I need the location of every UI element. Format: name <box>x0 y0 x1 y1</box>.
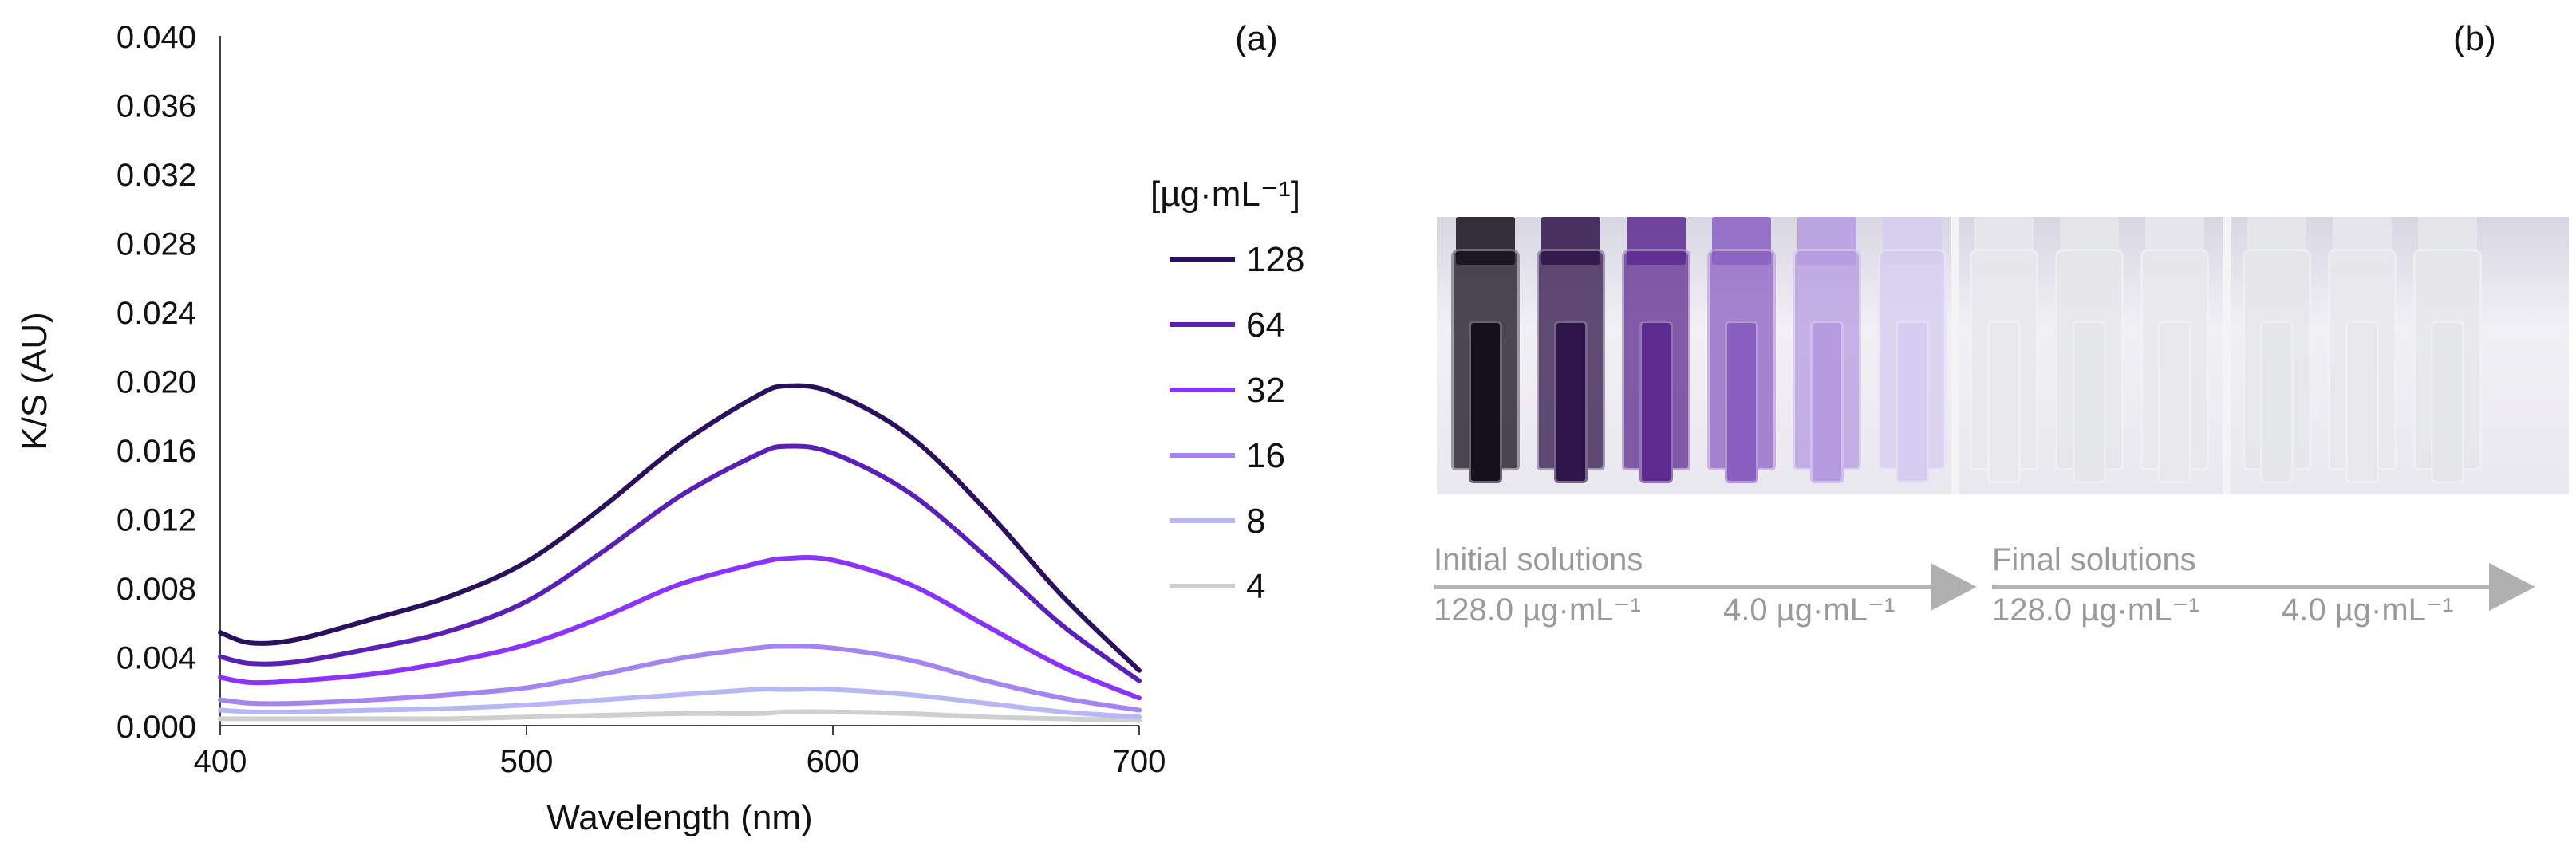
panel-label-b: (b) <box>2453 19 2496 58</box>
series-line-4 <box>218 709 1142 723</box>
y-tick-label: 0.004 <box>116 641 196 676</box>
vial-liquid <box>1725 321 1758 483</box>
vial-6 <box>1878 217 1947 494</box>
vial-liquid <box>2158 321 2191 483</box>
initial-low-concentration: 4.0 µg·mL⁻¹ <box>1723 592 1896 628</box>
legend-label-4: 4 <box>1246 567 1265 606</box>
x-tick-label: 700 <box>1113 744 1166 779</box>
vial-8 <box>2055 217 2124 494</box>
ks-spectrum-chart: 0.000 0.004 0.008 0.012 0.016 0.020 0.024 0.028… <box>15 20 1304 837</box>
vial-7 <box>1970 217 2038 494</box>
vial-11 <box>2328 217 2397 494</box>
legend-label-32: 32 <box>1246 371 1285 410</box>
vial-10 <box>2243 217 2311 494</box>
series-line-32 <box>218 555 1142 701</box>
initial-high-concentration: 128.0 µg·mL⁻¹ <box>1434 592 1641 628</box>
vial-liquid <box>2260 321 2294 483</box>
legend-label-8: 8 <box>1246 502 1265 541</box>
photo-divider <box>2223 217 2231 494</box>
vial-liquid <box>1810 321 1844 483</box>
y-tick-label: 0.036 <box>116 89 196 124</box>
vial-5 <box>1793 217 1861 494</box>
series-line-16 <box>218 644 1142 713</box>
y-tick-label: 0.024 <box>116 296 196 331</box>
final-arrow-line <box>1992 585 2495 589</box>
vials-photo <box>1437 217 2569 494</box>
vial-9 <box>2140 217 2209 494</box>
x-tick-label: 600 <box>807 744 860 779</box>
y-axis-label: K/S (AU) <box>15 312 54 451</box>
y-tick-label: 0.000 <box>116 710 196 745</box>
initial-arrow-line <box>1434 585 1936 589</box>
vial-liquid <box>2431 321 2464 483</box>
vial-liquid <box>1987 321 2021 483</box>
y-tick-label: 0.032 <box>116 158 196 193</box>
photo-divider <box>1951 217 1959 494</box>
vial-2 <box>1537 217 1605 494</box>
legend-title: [µg·mL⁻¹] <box>1150 175 1300 214</box>
y-tick-label: 0.016 <box>116 434 196 469</box>
legend-label-64: 64 <box>1246 305 1285 344</box>
x-tick-label: 500 <box>500 744 554 779</box>
vial-1 <box>1451 217 1520 494</box>
y-tick-label: 0.040 <box>116 20 196 55</box>
vial-liquid <box>1469 321 1502 483</box>
final-low-concentration: 4.0 µg·mL⁻¹ <box>2282 592 2454 628</box>
series-line-8 <box>218 687 1142 720</box>
vial-liquid <box>1639 321 1673 483</box>
vial-liquid <box>1554 321 1588 483</box>
y-tick-label: 0.012 <box>116 503 196 538</box>
final-arrow-head-icon <box>2489 563 2535 611</box>
series-line-128 <box>218 383 1142 673</box>
vial-liquid <box>1896 321 1929 483</box>
legend-label-16: 16 <box>1246 436 1285 475</box>
legend-label-128: 128 <box>1246 240 1304 279</box>
x-axis-label: Wavelength (nm) <box>546 798 812 837</box>
initial-arrow-head-icon <box>1931 563 1977 611</box>
y-tick-label: 0.028 <box>116 227 196 262</box>
final-solutions-caption: Final solutions <box>1992 542 2196 577</box>
initial-solutions-caption: Initial solutions <box>1434 542 1643 577</box>
x-tick-label: 400 <box>194 744 247 779</box>
panel-label-a: (a) <box>1235 19 1278 58</box>
final-high-concentration: 128.0 µg·mL⁻¹ <box>1992 592 2199 628</box>
vial-liquid <box>2345 321 2379 483</box>
y-tick-label: 0.020 <box>116 365 196 400</box>
vial-3 <box>1622 217 1690 494</box>
series-line-64 <box>218 443 1142 683</box>
vial-12 <box>2413 217 2482 494</box>
y-tick-label: 0.008 <box>116 572 196 607</box>
vial-4 <box>1707 217 1776 494</box>
vial-liquid <box>2073 321 2106 483</box>
